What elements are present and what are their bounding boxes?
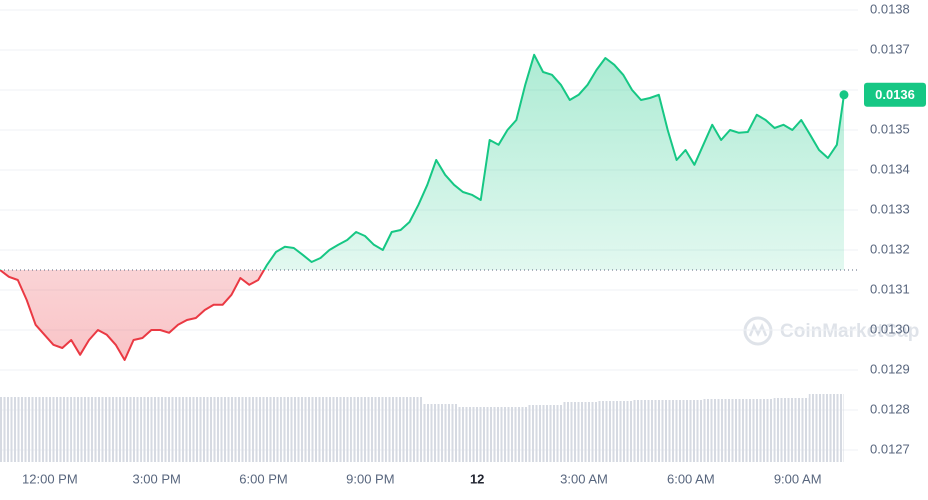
volume-bar [386, 397, 422, 462]
volume-bar [738, 399, 774, 462]
volume-bar [351, 397, 387, 462]
y-tick-label: 0.0133 [870, 201, 910, 216]
x-tick-label: 9:00 AM [774, 471, 822, 486]
y-tick-label: 0.0131 [870, 281, 910, 296]
x-tick-label: 6:00 AM [667, 471, 715, 486]
volume-bar [281, 397, 317, 462]
volume-bar [421, 404, 458, 462]
volume-bar [527, 405, 563, 462]
volume-bar [70, 397, 106, 462]
y-tick-label: 0.0138 [870, 1, 910, 16]
price-line-up [0, 53, 845, 270]
price-line-down [0, 270, 266, 361]
volume-bar [175, 397, 211, 462]
area-up [0, 54, 844, 270]
x-tick-label: 6:00 PM [239, 471, 287, 486]
volume-bar [668, 400, 704, 462]
y-tick-label: 0.0128 [870, 401, 910, 416]
volume-bar [105, 397, 141, 462]
volume-bar [492, 407, 528, 462]
volume-bar [210, 397, 247, 462]
x-tick-label: 3:00 AM [560, 471, 608, 486]
volume-bar [457, 407, 493, 462]
volume-bar [773, 398, 809, 462]
volume-bar [632, 400, 669, 462]
y-tick-label: 0.0129 [870, 361, 910, 376]
volume-bar [562, 402, 598, 462]
x-tick-label: 3:00 PM [132, 471, 180, 486]
volume-bar [0, 397, 36, 462]
volume-bar [808, 394, 844, 462]
last-point [839, 90, 849, 100]
x-tick-label: 12 [470, 471, 484, 486]
price-badge-text: 0.0136 [875, 87, 915, 102]
y-tick-label: 0.0137 [870, 41, 910, 56]
y-tick-label: 0.0130 [870, 321, 910, 336]
volume-bar [246, 397, 282, 462]
x-tick-label: 12:00 PM [22, 471, 78, 486]
volume-bar [597, 401, 633, 462]
volume-bar [35, 397, 71, 462]
y-tick-label: 0.0135 [870, 121, 910, 136]
y-tick-label: 0.0132 [870, 241, 910, 256]
volume-bar [140, 397, 176, 462]
price-badge [864, 82, 926, 107]
watermark-text: CoinMarketCap [780, 321, 919, 342]
y-tick-label: 0.0134 [870, 161, 910, 176]
y-tick-label: 0.0127 [870, 441, 910, 456]
watermark: CoinMarketCap [743, 316, 919, 346]
area-down [0, 270, 844, 360]
volume-bar [316, 397, 352, 462]
x-tick-label: 9:00 PM [346, 471, 394, 486]
volume-bar [703, 399, 739, 462]
